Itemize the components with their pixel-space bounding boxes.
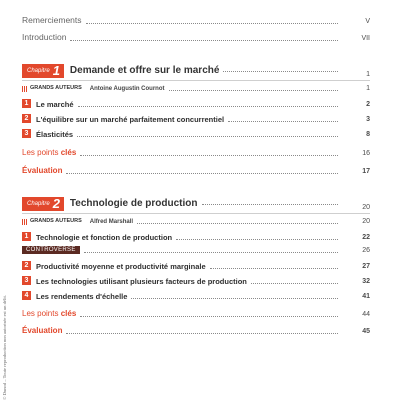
page-number: 3 <box>366 116 370 123</box>
authors-tag: GRANDS AUTEURS <box>22 219 82 225</box>
chapter-2-authors[interactable]: GRANDS AUTEURS Alfred Marshall 20 <box>22 218 370 225</box>
chapter-number: 2 <box>52 196 60 211</box>
chapter-title: Technologie de production <box>69 198 198 209</box>
chapter-rule <box>22 213 370 214</box>
toc-entry-controverse[interactable]: CONTROVERSE 26 <box>22 246 370 254</box>
dot-leader <box>228 120 338 122</box>
toc-entry-points-cles[interactable]: Les points clés 16 <box>22 148 370 158</box>
author-name: Antoine Augustin Cournot <box>89 86 165 92</box>
section-number: 4 <box>22 291 31 300</box>
chapter-1-authors[interactable]: GRANDS AUTEURS Antoine Augustin Cournot … <box>22 85 370 92</box>
page-number: 20 <box>362 218 370 225</box>
chapter-rule <box>22 80 370 81</box>
entry-label: Remerciements <box>22 15 82 25</box>
dot-leader <box>168 89 338 91</box>
copyright-text: © Dunod – Toute reproduction non autoris… <box>2 295 7 400</box>
entry-label: Les points clés <box>22 148 77 157</box>
dot-leader <box>250 282 338 284</box>
chapter-word: Chapitre <box>27 68 50 74</box>
page-number: 32 <box>362 278 370 285</box>
dot-leader <box>66 172 338 174</box>
page-number: 20 <box>362 204 370 211</box>
toc-entry-section[interactable]: 3 Les technologies utilisant plusieurs f… <box>22 276 370 285</box>
page-number: 1 <box>366 85 370 92</box>
toc-entry-section[interactable]: 1 Technologie et fonction de production … <box>22 232 370 241</box>
entry-label: Le marché <box>36 99 74 109</box>
dot-leader <box>83 251 338 253</box>
entry-label: Les points clés <box>22 309 77 318</box>
page-number: VII <box>361 34 370 42</box>
entry-label: Technologie et fonction de production <box>36 232 173 242</box>
entry-label: Les rendements d'échelle <box>36 291 128 301</box>
section-number: 3 <box>22 129 31 138</box>
entry-label: Introduction <box>22 32 67 42</box>
toc-entry-section[interactable]: 1 Le marché 2 <box>22 99 370 108</box>
dot-leader <box>77 105 338 107</box>
page-number: 16 <box>362 150 370 157</box>
page-number: 27 <box>362 263 370 270</box>
page-number: 1 <box>366 71 370 78</box>
entry-label: L'équilibre sur un marché parfaitement c… <box>36 114 225 124</box>
page-number: 2 <box>366 101 370 108</box>
page-number: 26 <box>362 247 370 254</box>
toc-entry-introduction[interactable]: Introduction VII <box>22 33 370 42</box>
chapter-1-heading[interactable]: Chapitre 1 Demande et offre sur le march… <box>22 64 370 78</box>
chapter-word: Chapitre <box>27 201 50 207</box>
page-number: 17 <box>362 168 370 175</box>
section-number: 3 <box>22 276 31 285</box>
dot-leader <box>223 70 338 72</box>
stripe-icon <box>22 219 28 225</box>
page-number: 8 <box>366 131 370 138</box>
stripe-icon <box>22 86 28 92</box>
copyright-note: © Dunod – Toute reproduction non autoris… <box>2 295 8 400</box>
dot-leader <box>70 39 338 41</box>
chapter-title: Demande et offre sur le marché <box>69 65 220 76</box>
dot-leader <box>66 332 338 334</box>
chapter-badge: Chapitre 1 <box>22 64 64 78</box>
entry-label: Les technologies utilisant plusieurs fac… <box>36 276 247 286</box>
entry-label: Élasticités <box>36 129 74 139</box>
chapter-badge: Chapitre 2 <box>22 197 64 211</box>
page-number: V <box>365 17 370 25</box>
page-number: 44 <box>362 311 370 318</box>
toc-entry-section[interactable]: 3 Élasticités 8 <box>22 129 370 138</box>
author-name: Alfred Marshall <box>89 219 134 225</box>
toc-entry-section[interactable]: 2 L'équilibre sur un marché parfaitement… <box>22 114 370 123</box>
dot-leader <box>77 135 338 137</box>
toc-entry-points-cles[interactable]: Les points clés 44 <box>22 309 370 319</box>
section-number: 2 <box>22 114 31 123</box>
toc-entry-remerciements[interactable]: Remerciements V <box>22 16 370 25</box>
page-number: 45 <box>362 328 370 335</box>
dot-leader <box>80 154 338 156</box>
dot-leader <box>131 297 338 299</box>
dot-leader <box>176 238 338 240</box>
dot-leader <box>201 203 338 205</box>
controverse-tag: CONTROVERSE <box>22 246 80 254</box>
entry-label: Évaluation <box>22 166 63 175</box>
section-number: 2 <box>22 261 31 270</box>
dot-leader <box>85 22 338 24</box>
toc-entry-evaluation[interactable]: Évaluation 17 <box>22 166 370 176</box>
entry-label: Évaluation <box>22 326 63 335</box>
authors-tag: GRANDS AUTEURS <box>22 86 82 92</box>
section-number: 1 <box>22 99 31 108</box>
entry-label: Productivité moyenne et productivité mar… <box>36 261 206 271</box>
chapter-number: 1 <box>52 63 60 78</box>
toc-entry-section[interactable]: 4 Les rendements d'échelle 41 <box>22 291 370 300</box>
page-number: 41 <box>362 293 370 300</box>
section-number: 1 <box>22 232 31 241</box>
chapter-2-heading[interactable]: Chapitre 2 Technologie de production 20 <box>22 197 370 211</box>
page-number: 22 <box>362 234 370 241</box>
dot-leader <box>137 222 338 224</box>
toc-entry-section[interactable]: 2 Productivité moyenne et productivité m… <box>22 261 370 270</box>
dot-leader <box>80 315 338 317</box>
toc-entry-evaluation[interactable]: Évaluation 45 <box>22 326 370 336</box>
dot-leader <box>209 267 338 269</box>
